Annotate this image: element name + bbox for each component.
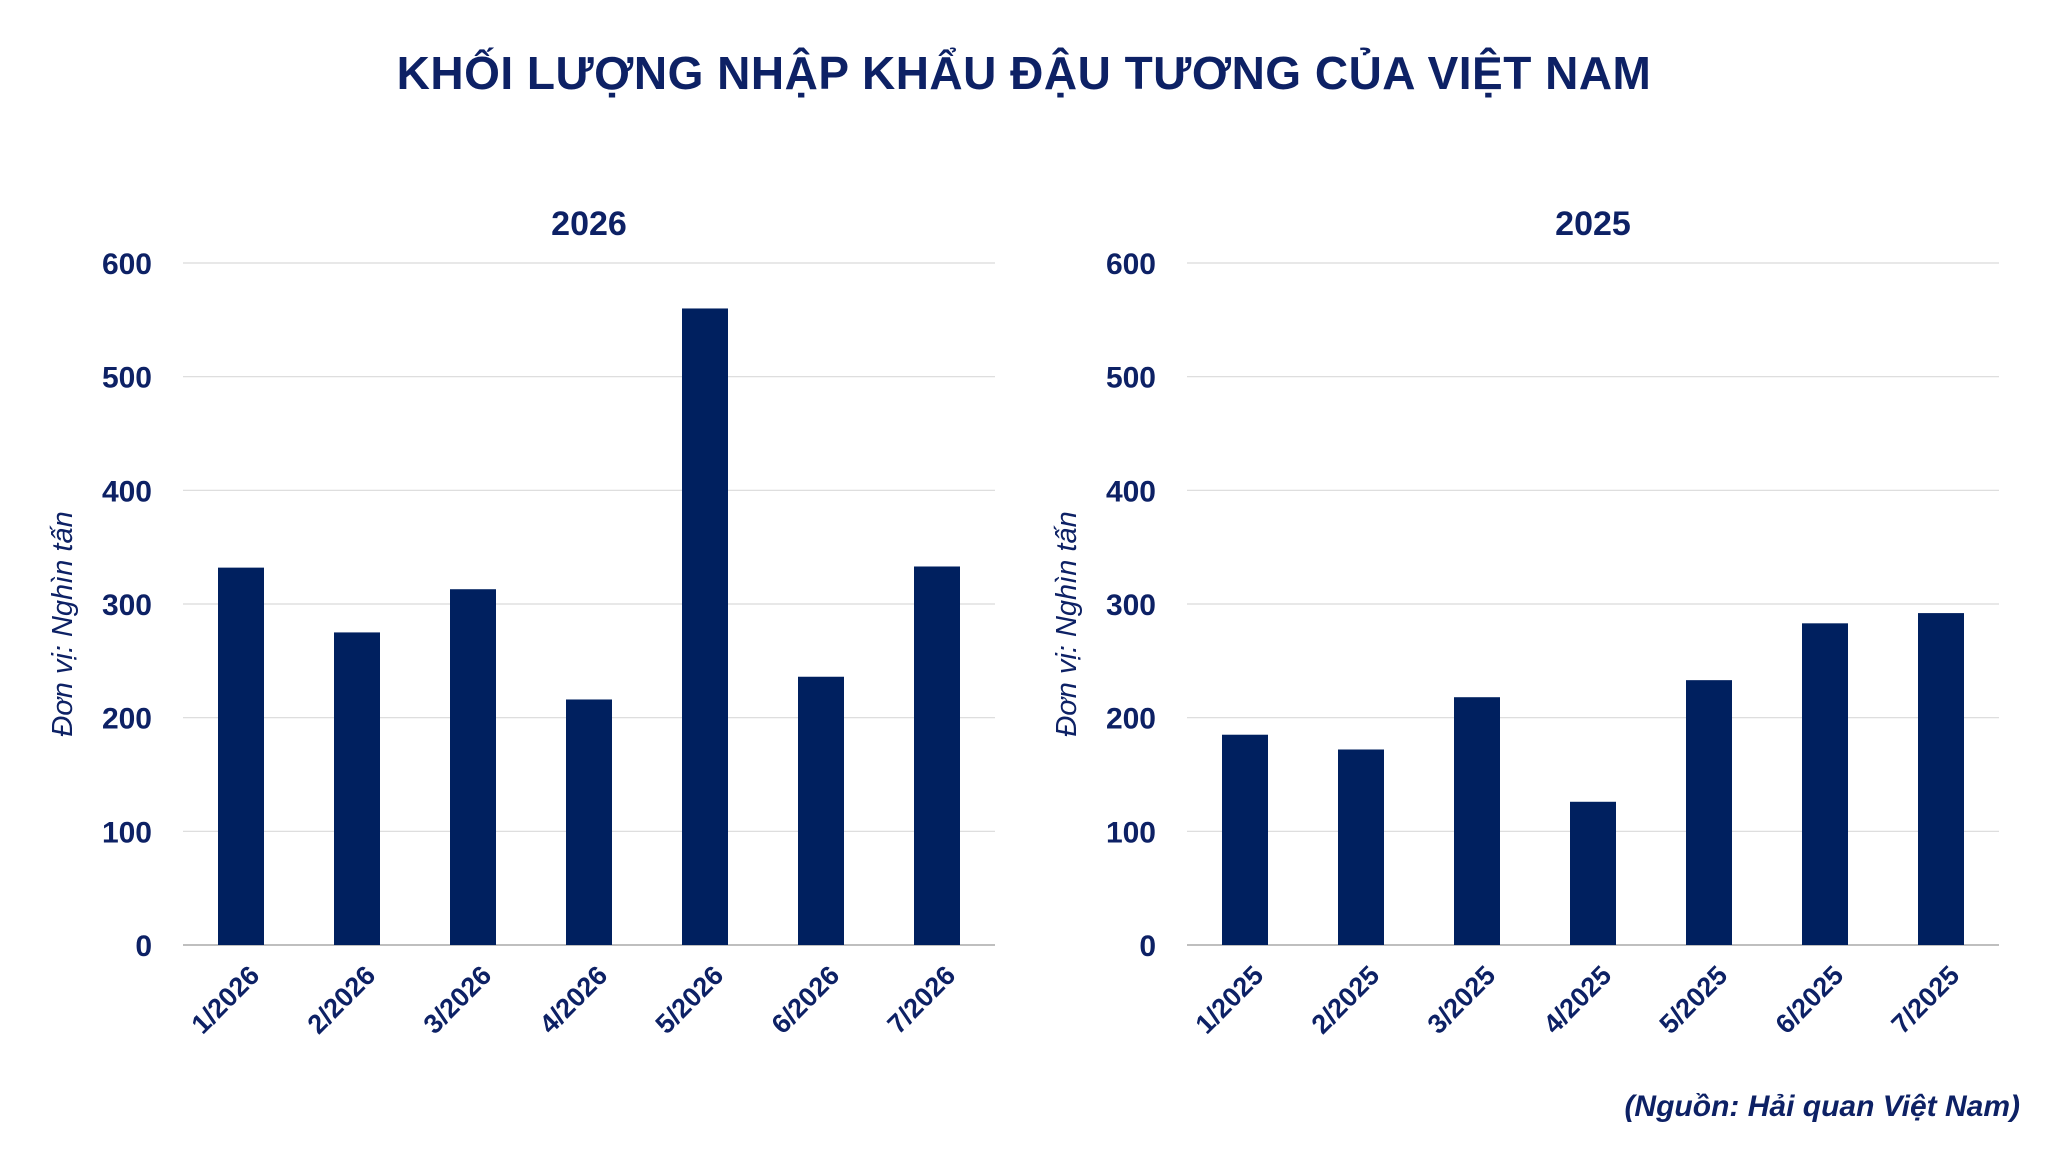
y-tick-label: 500	[1106, 362, 1156, 395]
x-tick-label: 7/2026	[882, 960, 962, 1040]
source-note: (Nguồn: Hải quan Việt Nam)	[1624, 1090, 2020, 1123]
x-tick-label: 6/2025	[1770, 960, 1850, 1040]
chart-panel-2026: 2026 0 100 200 300 400 500 600 Đơn vị: Nghìn tấn…	[20, 190, 1020, 1090]
bar-3-2025	[1454, 697, 1500, 945]
bar-6-2026	[798, 676, 844, 945]
y-tick-label: 300	[102, 589, 152, 622]
x-tick-label: 2/2025	[1306, 960, 1386, 1040]
x-tick-label: 3/2025	[1422, 960, 1502, 1040]
chart-title: 2025	[1555, 205, 1631, 243]
y-tick-label: 400	[102, 475, 152, 508]
bar-7-2025	[1918, 613, 1964, 945]
bar-4-2026	[566, 699, 612, 945]
y-tick-label: 200	[102, 703, 152, 736]
x-tick-label: 6/2026	[766, 960, 846, 1040]
y-tick-label: 300	[1106, 589, 1156, 622]
y-tick-label: 500	[102, 362, 152, 395]
bar-3-2026	[450, 589, 496, 945]
bar-1-2026	[218, 567, 264, 945]
y-tick-label: 0	[1139, 930, 1156, 963]
x-tick-label: 3/2026	[418, 960, 498, 1040]
bar-1-2025	[1222, 734, 1268, 945]
bar-chart-2026: 2026 0 100 200 300 400 500 600 Đơn vị: Nghìn tấn…	[47, 205, 995, 1040]
x-tick-label: 1/2025	[1190, 960, 1270, 1040]
bar-7-2026	[914, 566, 960, 945]
y-tick-label: 600	[1106, 248, 1156, 281]
bar-6-2025	[1802, 623, 1848, 945]
y-tick-label: 0	[135, 930, 152, 963]
y-tick-label: 100	[1106, 816, 1156, 849]
x-tick-label: 2/2026	[302, 960, 382, 1040]
chart-main-title: KHỐI LƯỢNG NHẬP KHẨU ĐẬU TƯƠNG CỦA VIỆT …	[396, 47, 1652, 99]
x-tick-label: 1/2026	[186, 960, 266, 1040]
y-axis-label: Đơn vị: Nghìn tấn	[47, 511, 79, 736]
y-tick-label: 600	[102, 248, 152, 281]
y-axis-label: Đơn vị: Nghìn tấn	[1051, 511, 1083, 736]
bar-5-2026	[682, 308, 728, 945]
bar-2-2026	[334, 632, 380, 945]
x-tick-label: 5/2025	[1654, 960, 1734, 1040]
bar-4-2025	[1570, 801, 1616, 945]
x-tick-label: 4/2026	[534, 960, 614, 1040]
y-tick-label: 400	[1106, 475, 1156, 508]
y-tick-label: 100	[102, 816, 152, 849]
bar-5-2025	[1686, 680, 1732, 945]
chart-panel-2025: 2025 0 100 200 300 400 500 600 Đơn vị: Nghìn tấn…	[1024, 190, 2024, 1090]
y-tick-label: 200	[1106, 703, 1156, 736]
x-tick-label: 7/2025	[1886, 960, 1966, 1040]
bar-2-2025	[1338, 749, 1384, 945]
x-tick-label: 4/2025	[1538, 960, 1618, 1040]
chart-title: 2026	[551, 205, 627, 243]
x-tick-label: 5/2026	[650, 960, 730, 1040]
bar-chart-2025: 2025 0 100 200 300 400 500 600 Đơn vị: Nghìn tấn…	[1051, 205, 1999, 1040]
